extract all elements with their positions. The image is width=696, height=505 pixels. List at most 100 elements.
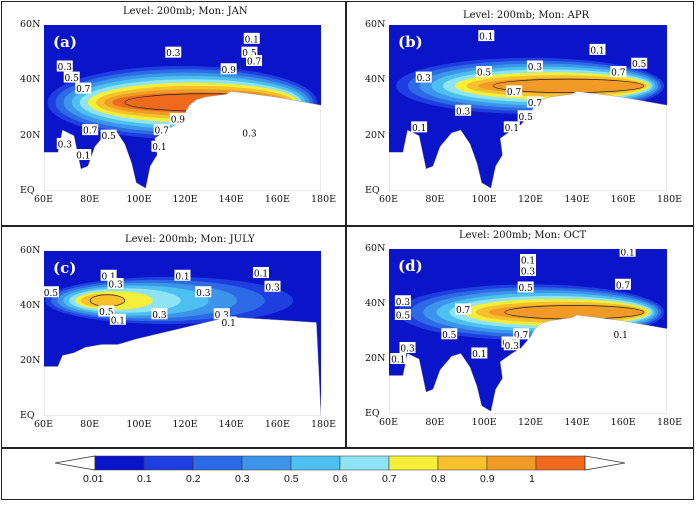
y-tick-label: 60N	[20, 19, 41, 30]
x-tick-label: 60E	[379, 194, 399, 205]
contour-band	[80, 293, 125, 308]
contour-label-text: 0.3	[58, 140, 73, 150]
contour-label: 0.3	[503, 339, 520, 352]
colorbar-segment	[94, 455, 145, 471]
contour-label-text: 0.3	[456, 107, 471, 117]
contour-label: 0.5	[44, 286, 59, 299]
contour-label: 0.1	[100, 269, 117, 282]
contour-label-text: 0.3	[58, 63, 73, 73]
colorbar-segment	[486, 455, 537, 471]
contour-label: 0.5	[631, 57, 648, 70]
y-tick-label: 40N	[20, 74, 41, 86]
contour-label: 0.3	[56, 60, 73, 73]
contour-label-text: 0.9	[171, 116, 186, 126]
contour-label: 0.1	[471, 347, 488, 360]
y-tick-label: 60N	[20, 245, 41, 256]
contour-label: 0.5	[241, 46, 258, 59]
map-svg: 0.10.30.1 0.10.5 0.30.30.5 0.3 0.30.10.1(c)	[44, 251, 321, 416]
x-tick-label: 100E	[126, 194, 152, 205]
contour-label: 0.1	[252, 267, 269, 280]
contour-label-text: 0.1	[620, 249, 634, 258]
contour-label-box	[241, 46, 258, 58]
contour-label: 0.3	[399, 342, 416, 355]
contour-label: 0.7	[455, 303, 472, 316]
contour-label: 0.3	[264, 280, 281, 293]
contour-label-box	[415, 71, 432, 83]
land-mask	[389, 91, 667, 191]
contour-label: 0.1	[478, 30, 495, 43]
contour-label-box	[100, 269, 117, 281]
panel-frame-oct	[346, 226, 694, 448]
contour-label-text: 0.3	[166, 49, 181, 59]
contour-label: 0.1	[390, 353, 407, 366]
colorbar-segment	[535, 455, 586, 471]
contour-label-text: 0.3	[400, 345, 415, 355]
y-tick-label: EQ	[365, 408, 380, 419]
y-tick-label: 20N	[20, 355, 41, 366]
contour-label: 0.7	[506, 85, 523, 98]
x-tick-label: 120E	[172, 194, 198, 205]
contour-label-text: 0.9	[222, 66, 237, 76]
contour-label-text: 0.5	[44, 289, 58, 299]
panel-title-apr: Level: 200mb; Mon: APR	[463, 10, 590, 21]
y-tick-label: 60N	[365, 19, 386, 30]
map-svg: 0.10.10.3 0.50.30.5 0.70.70.70.30.50.1 0.1(…	[389, 25, 667, 191]
contour-label-text: 0.1	[245, 35, 259, 45]
x-tick-label: 160E	[264, 419, 290, 430]
contour-label-text: 0.7	[76, 85, 91, 95]
contour-label: 0.1	[411, 121, 428, 134]
contour-label-text: 0.1	[175, 272, 189, 282]
contour-label-box	[394, 309, 411, 320]
panel-label: (b)	[398, 33, 423, 51]
contour-label-box	[252, 267, 269, 278]
colorbar-tick-label: 0.2	[186, 473, 201, 485]
contour-band	[488, 304, 644, 320]
contour-label-text: 0.1	[614, 331, 628, 341]
contour-label: 0.1	[220, 316, 237, 329]
colorbar-segment	[192, 455, 243, 471]
colorbar-frame	[1, 448, 694, 500]
y-tick-label: 40N	[20, 300, 41, 311]
colorbar-right-arrow	[584, 455, 625, 471]
contour-label-box	[394, 295, 411, 307]
contour-label: 0.7	[75, 82, 92, 95]
map-plot-oct: 0.10.10.30.50.70.30.50.70.70.50.30.10.50…	[389, 249, 667, 414]
contour-label-box	[243, 32, 260, 44]
x-tick-label: 160E	[610, 417, 636, 428]
contour-label-text: 0.7	[247, 57, 262, 67]
x-tick-label: 80E	[80, 194, 100, 205]
contour-label-text: 0.1	[111, 316, 125, 326]
contour-label: 0.7	[614, 278, 631, 291]
contour-label-text: 0.7	[456, 306, 471, 316]
contour-label: 0.7	[246, 54, 263, 67]
contour-label-text: 0.3	[505, 342, 520, 352]
contour-label: 0.3	[526, 60, 543, 73]
x-tick-label: 140E	[564, 194, 590, 205]
contour-label-text: 0.5	[442, 331, 457, 341]
jet-core-contour	[492, 78, 645, 93]
contour-label-box	[517, 281, 534, 293]
contour-label: 0.5	[394, 309, 411, 322]
contour-label: 0.9	[169, 113, 186, 126]
colorbar-tick-label: 1	[529, 473, 535, 485]
contour-label-text: 0.1	[101, 272, 115, 282]
contour-label-box	[75, 149, 92, 161]
contour-label: 0.1	[589, 43, 606, 56]
contour-label-text: 0.1	[222, 319, 236, 329]
contour-label-text: 0.5	[519, 284, 534, 294]
contour-label: 0.7	[526, 96, 543, 109]
y-tick-label: EQ	[20, 185, 35, 196]
contour-label-box	[169, 113, 186, 125]
contour-label-text: 0.7	[83, 127, 98, 137]
y-tick-label: 20N	[365, 353, 386, 364]
contour-label-box	[153, 124, 170, 136]
contour-label-text: 0.7	[155, 127, 170, 137]
contour-label-box	[619, 249, 636, 257]
x-tick-label: 60E	[34, 194, 54, 205]
contour-label-box	[455, 303, 472, 315]
contour-label-box	[503, 339, 520, 351]
contour-label-text: 0.1	[472, 350, 486, 360]
map-plot-july: 0.1 0.3 0.1 0.1 0.5 0.3 0.3 0.5 0.3 0.3 0.1 0.1 (c)	[44, 251, 321, 416]
contour-label: 0.3	[455, 104, 472, 117]
contour-label-box	[220, 316, 237, 328]
